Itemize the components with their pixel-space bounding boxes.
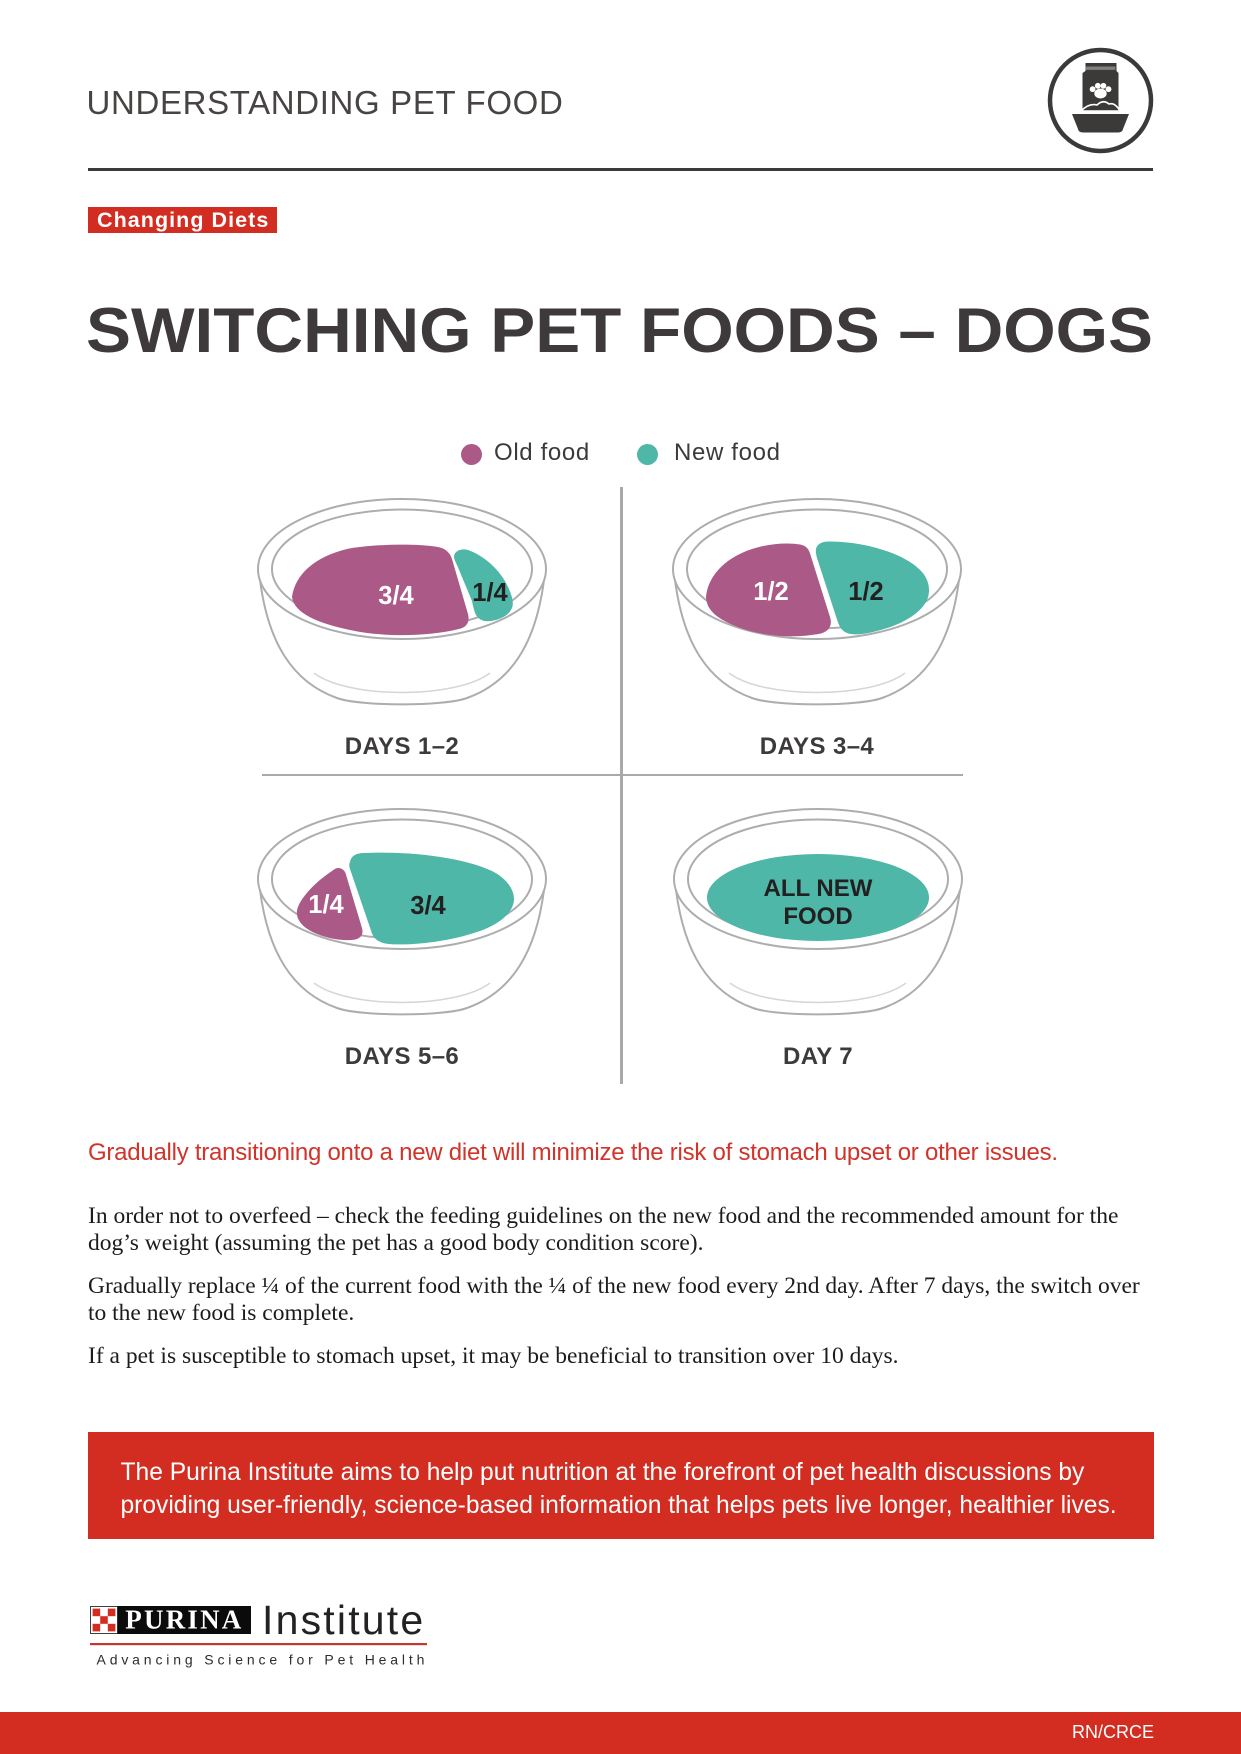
svg-text:1/4: 1/4: [472, 579, 508, 607]
svg-text:FOOD: FOOD: [783, 903, 852, 930]
svg-text:3/4: 3/4: [378, 582, 414, 610]
svg-text:ALL NEW: ALL NEW: [764, 875, 873, 902]
svg-text:PURINA: PURINA: [125, 1605, 243, 1635]
svg-text:Advancing Science for Pet Heal: Advancing Science for Pet Health: [97, 1652, 429, 1668]
svg-text:1/4: 1/4: [308, 891, 344, 919]
svg-text:3/4: 3/4: [410, 892, 446, 920]
svg-text:Institute: Institute: [262, 1597, 425, 1643]
svg-text:1/2: 1/2: [753, 578, 788, 606]
svg-text:1/2: 1/2: [848, 578, 883, 606]
